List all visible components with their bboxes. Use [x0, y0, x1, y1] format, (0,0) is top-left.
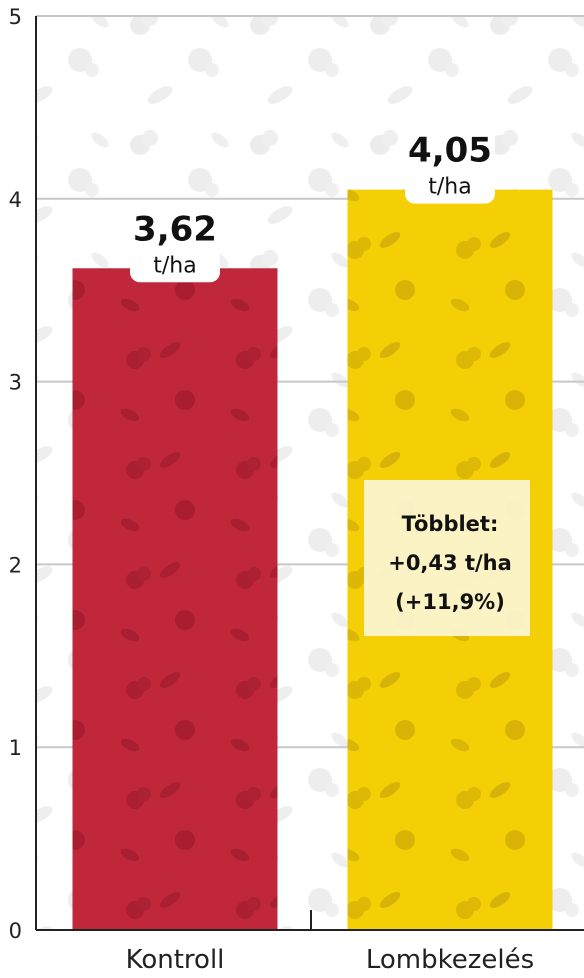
annotation-line-3: (+11,9%) — [395, 590, 505, 614]
difference-annotation: Többlet: +0,43 t/ha (+11,9%) — [364, 480, 530, 636]
y-tick-label: 3 — [9, 371, 22, 395]
unit-label: t/ha — [428, 175, 471, 200]
value-badge — [130, 206, 220, 283]
y-tick-label: 4 — [9, 188, 22, 212]
y-tick-labels: 0 1 2 3 4 5 — [9, 5, 22, 943]
y-tick-label: 5 — [9, 5, 22, 29]
value-label: 3,62 — [133, 209, 217, 249]
category-label: Kontroll — [126, 945, 225, 975]
category-label: Lombkezelés — [366, 945, 534, 975]
value-label: 4,05 — [408, 131, 492, 171]
value-badge — [405, 127, 495, 204]
annotation-line-2: +0,43 t/ha — [388, 551, 512, 575]
value-labels: 3,62 t/ha 4,05 t/ha — [130, 127, 495, 283]
unit-label: t/ha — [153, 253, 196, 278]
y-tick-label: 1 — [9, 736, 22, 760]
category-labels: Kontroll Lombkezelés — [126, 945, 535, 975]
annotation-line-1: Többlet: — [402, 512, 499, 536]
annotation-box — [364, 480, 530, 636]
y-tick-label: 0 — [9, 919, 22, 943]
y-tick-label: 2 — [9, 553, 22, 577]
bar-texture — [72, 268, 278, 930]
